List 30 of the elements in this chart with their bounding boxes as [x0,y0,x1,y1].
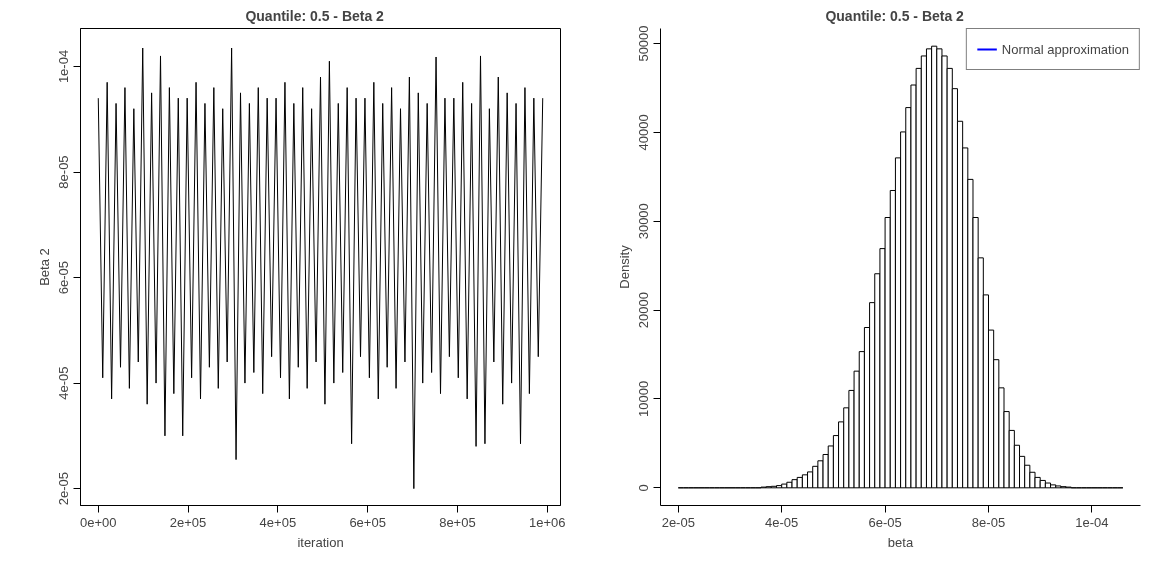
y-tick-label: 1e-04 [56,49,72,84]
y-tick-label: 20000 [636,292,652,329]
y-tick-label: 40000 [636,114,652,151]
line-series [97,47,544,490]
x-tick-label: 8e+05 [439,514,476,530]
x-tick-label: 0e+00 [80,514,117,530]
y-tick-label: 6e-05 [56,260,72,295]
x-tick-label: 4e-05 [765,514,799,530]
chart-title: Quantile: 0.5 - Beta 2 [245,7,385,24]
x-tick-label: 8e-05 [971,514,1006,530]
x-tick-label: 6e-05 [868,514,902,530]
y-tick-label: 10000 [636,380,652,418]
y-tick-label: 0 [636,484,652,492]
x-tick-label: 4e+05 [259,514,297,530]
y-axis-title: Beta 2 [36,248,52,286]
x-tick-label: 2e-05 [661,514,695,530]
y-tick-label: 2e-05 [56,471,72,506]
y-tick-label: 30000 [636,203,652,240]
x-tick-label: 6e+05 [349,514,386,530]
x-axis-title: beta [887,534,914,550]
chart-title: Quantile: 0.5 - Beta 2 [825,7,965,24]
x-tick-label: 2e+05 [169,514,207,530]
legend-label: Normal approximation [1001,41,1129,57]
x-tick-label: 1e+06 [528,514,566,530]
x-tick-label: 1e-04 [1075,514,1109,530]
x-axis-title: iteration [297,534,344,550]
y-tick-label: 4e-05 [56,366,72,400]
y-tick-label: 8e-05 [56,155,72,189]
y-axis-title: Density [616,244,632,289]
y-tick-label: 50000 [636,25,652,62]
